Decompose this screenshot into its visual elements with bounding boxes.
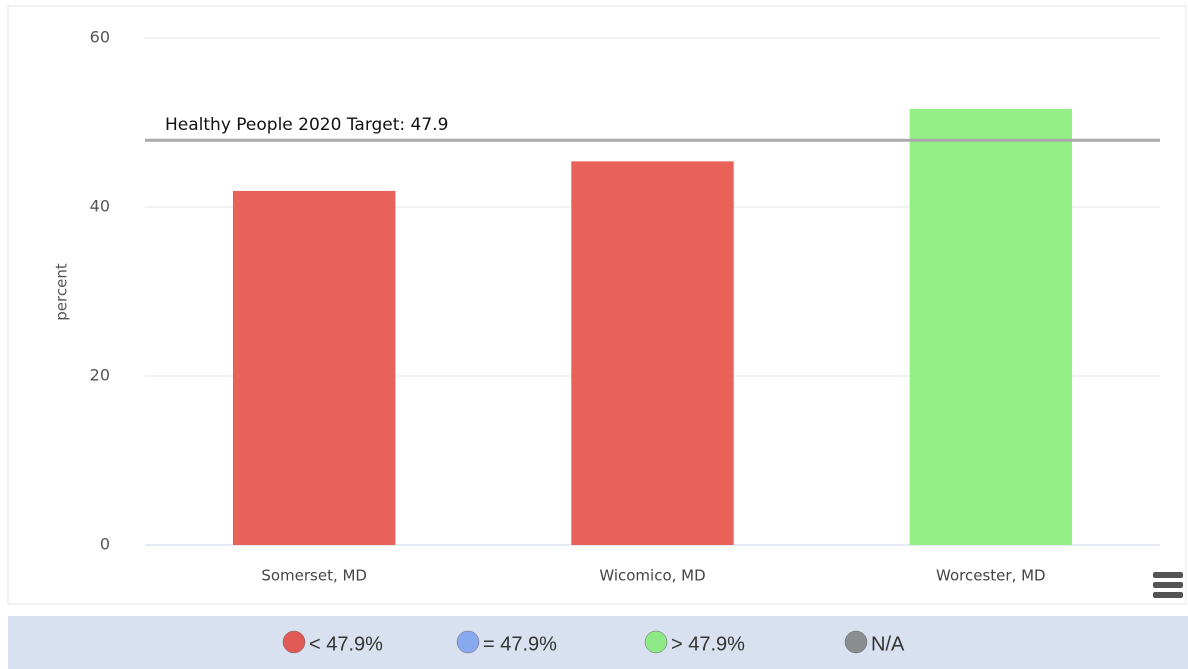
y-tick-label: 40 — [90, 197, 110, 216]
legend-label: N/A — [871, 633, 905, 655]
legend-swatch — [644, 630, 668, 654]
y-axis-label: percent — [53, 263, 71, 321]
bar — [909, 108, 1073, 545]
menu-bar[interactable] — [1153, 582, 1183, 588]
x-tick-label: Somerset, MD — [261, 567, 367, 585]
x-tick-label: Worcester, MD — [936, 567, 1046, 585]
menu-bar[interactable] — [1153, 592, 1183, 598]
legend-swatch — [456, 630, 480, 654]
bar — [232, 190, 396, 545]
menu-bar[interactable] — [1153, 572, 1183, 578]
legend-swatch — [844, 630, 868, 654]
y-tick-label: 0 — [100, 535, 110, 554]
bar — [571, 161, 734, 545]
legend-label: < 47.9% — [309, 633, 383, 655]
legend-band — [8, 616, 1188, 669]
legend-label: > 47.9% — [671, 633, 745, 655]
target-label: Healthy People 2020 Target: 47.9 — [165, 115, 448, 135]
legend-label: = 47.9% — [483, 633, 557, 655]
legend-swatch — [282, 630, 306, 654]
y-tick-label: 60 — [90, 28, 110, 47]
menu-button[interactable] — [1153, 572, 1183, 598]
x-tick-label: Wicomico, MD — [599, 567, 705, 585]
y-tick-label: 20 — [90, 366, 110, 385]
